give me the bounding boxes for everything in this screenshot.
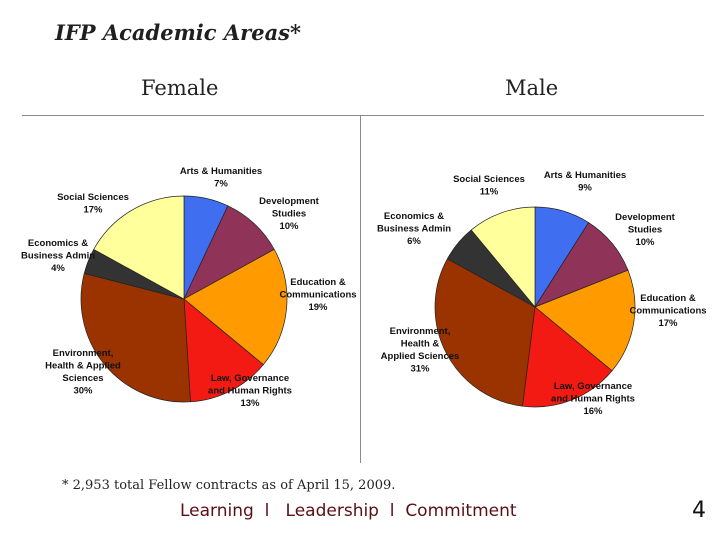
female-label-law: Law, Governance and Human Rights 13%	[208, 373, 292, 409]
tagline: Learning l Leadership l Commitment	[180, 501, 517, 521]
male-label-social: Social Sciences 11%	[453, 174, 525, 198]
female-slice-environment	[80, 272, 191, 403]
female-pie	[80, 195, 288, 403]
slide-title: IFP Academic Areas*	[55, 20, 301, 45]
female-label-social: Social Sciences 17%	[57, 192, 129, 216]
panel-divider	[360, 115, 361, 463]
male-label-environment: Environment, Health & Applied Sciences 31%	[381, 326, 460, 375]
female-label-economics: Economics & Business Admin 4%	[21, 238, 95, 274]
footnote: * 2,953 total Fellow contracts as of Apr…	[62, 478, 396, 493]
female-label-development: Development Studies 10%	[259, 196, 319, 232]
male-label-education: Education & Communications 17%	[629, 293, 706, 329]
male-label-arts: Arts & Humanities 9%	[544, 170, 626, 194]
male-pie	[434, 206, 636, 408]
female-slice-education	[183, 248, 288, 366]
male-slice-social	[470, 206, 536, 308]
female-label-arts: Arts & Humanities 7%	[180, 166, 262, 190]
female-slice-social	[93, 195, 185, 300]
male-pie-heading: Male	[505, 76, 559, 100]
male-slice-environment	[434, 258, 536, 407]
female-label-environment: Environment, Health & Applied Sciences 30%	[45, 348, 121, 397]
female-slice-law	[183, 298, 264, 403]
male-label-economics: Economics & Business Admin 6%	[377, 211, 451, 247]
page-number: 4	[692, 498, 706, 523]
female-label-education: Education & Communications 19%	[279, 277, 356, 313]
male-label-law: Law, Governance and Human Rights 16%	[551, 381, 635, 417]
female-pie-heading: Female	[141, 76, 219, 100]
male-slice-education	[534, 269, 636, 372]
male-label-development: Development Studies 10%	[615, 212, 675, 248]
header-divider	[22, 115, 704, 116]
male-slice-law	[522, 306, 613, 408]
